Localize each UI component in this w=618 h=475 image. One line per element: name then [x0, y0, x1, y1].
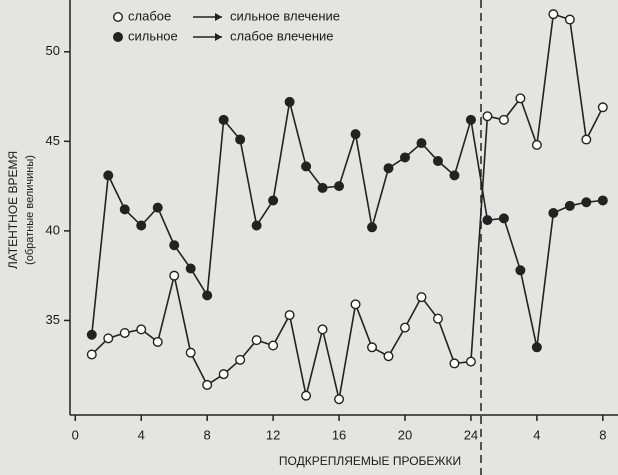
- point: [86, 329, 97, 340]
- point: [515, 93, 526, 104]
- point: [548, 207, 559, 218]
- legend-arrowhead: [215, 13, 222, 21]
- point: [416, 292, 427, 303]
- point: [581, 134, 592, 145]
- point: [301, 390, 312, 401]
- y-tick-label: 40: [46, 222, 60, 237]
- legend-target: сильное влечение: [230, 8, 340, 23]
- point: [268, 195, 279, 206]
- point: [301, 161, 312, 172]
- x-tick-label: 4: [138, 427, 145, 442]
- legend-marker: [112, 11, 123, 23]
- legend-target: слабое влечение: [230, 28, 334, 43]
- point: [169, 270, 180, 281]
- point: [564, 200, 575, 211]
- point: [169, 240, 180, 251]
- x-tick-label: 8: [599, 427, 606, 442]
- x-axis-title: ПОДКРЕПЛЯЕМЫЕ ПРОБЕЖКИ: [279, 454, 461, 468]
- x-tick-label: 16: [332, 427, 346, 442]
- legend-label: сильное: [128, 28, 178, 43]
- point: [334, 181, 345, 192]
- point: [548, 9, 559, 20]
- point: [103, 170, 114, 181]
- legend-label: слабое: [128, 8, 171, 23]
- legend-marker: [112, 32, 123, 43]
- point: [86, 349, 97, 360]
- point: [136, 220, 147, 231]
- point: [564, 14, 575, 25]
- x-tick-label: 4: [533, 427, 540, 442]
- point: [498, 114, 509, 125]
- point: [251, 335, 262, 346]
- point: [432, 156, 443, 167]
- point: [317, 324, 328, 335]
- legend-arrowhead: [215, 33, 222, 41]
- point: [399, 152, 410, 163]
- point: [268, 340, 279, 351]
- point: [367, 222, 378, 233]
- point: [334, 394, 345, 405]
- point: [350, 299, 361, 310]
- point: [449, 358, 460, 369]
- point: [218, 114, 229, 125]
- point: [136, 324, 147, 335]
- point: [531, 342, 542, 353]
- point: [185, 263, 196, 274]
- point: [119, 327, 130, 338]
- point: [597, 195, 608, 206]
- y-axis-title: ЛАТЕНТНОЕ ВРЕМЯ: [6, 151, 20, 269]
- point: [515, 265, 526, 276]
- point: [531, 139, 542, 150]
- point: [218, 369, 229, 380]
- point: [367, 342, 378, 353]
- point: [185, 347, 196, 358]
- y-tick-label: 45: [46, 133, 60, 148]
- point: [482, 111, 493, 122]
- x-tick-label: 0: [72, 427, 79, 442]
- point: [251, 220, 262, 231]
- point: [482, 215, 493, 226]
- point: [235, 354, 246, 365]
- point: [465, 114, 476, 125]
- point: [498, 213, 509, 224]
- x-tick-label: 20: [398, 427, 412, 442]
- y-tick-label: 35: [46, 312, 60, 327]
- point: [317, 182, 328, 193]
- point: [432, 313, 443, 324]
- point: [202, 379, 213, 390]
- point: [284, 96, 295, 107]
- x-tick-label: 8: [204, 427, 211, 442]
- point: [103, 333, 114, 344]
- point: [581, 197, 592, 208]
- point: [399, 322, 410, 333]
- x-tick-label: 24: [464, 427, 478, 442]
- point: [597, 102, 608, 113]
- point: [119, 204, 130, 215]
- point: [152, 336, 163, 347]
- y-axis-subtitle: (обратные величины): [24, 155, 36, 265]
- point: [350, 129, 361, 140]
- point: [449, 170, 460, 181]
- point: [416, 138, 427, 149]
- point: [383, 163, 394, 174]
- point: [202, 290, 213, 301]
- point: [465, 356, 476, 367]
- x-tick-label: 12: [266, 427, 280, 442]
- point: [383, 351, 394, 362]
- y-tick-label: 50: [46, 43, 60, 58]
- point: [235, 134, 246, 145]
- point: [152, 202, 163, 213]
- point: [284, 310, 295, 321]
